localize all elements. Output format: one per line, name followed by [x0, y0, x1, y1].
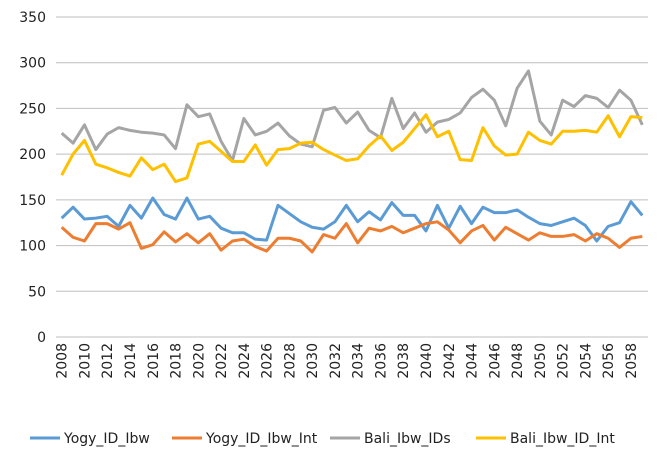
x-tick-label: 2010: [77, 343, 93, 379]
y-tick-label: 50: [28, 284, 46, 300]
x-tick-label: 2058: [624, 343, 640, 379]
x-tick-label: 2014: [123, 343, 139, 379]
x-tick-label: 2054: [578, 343, 594, 379]
x-tick-label: 2052: [556, 343, 572, 379]
x-tick-label: 2016: [146, 343, 162, 379]
x-tick-label: 2034: [351, 343, 367, 379]
legend-label: Bali_Ibw_IDs: [364, 431, 451, 447]
x-tick-label: 2008: [55, 343, 71, 379]
x-tick-label: 2044: [465, 343, 481, 379]
x-tick-label: 2046: [487, 343, 503, 379]
legend-label: Yogy_ID_Ibw_Int: [205, 431, 318, 447]
y-tick-label: 200: [19, 147, 46, 163]
series-line: [60, 69, 644, 163]
x-tick-label: 2036: [373, 343, 389, 379]
x-tick-label: 2048: [510, 343, 526, 379]
x-tick-label: 2038: [396, 343, 412, 379]
x-tick-label: 2042: [442, 343, 458, 379]
series-line: [60, 220, 643, 254]
y-tick-label: 0: [37, 330, 46, 346]
x-tick-label: 2020: [191, 343, 207, 379]
legend-label: Yogy_ID_Ibw: [63, 431, 150, 447]
y-tick-label: 150: [19, 193, 46, 209]
x-tick-label: 2024: [237, 343, 253, 379]
x-tick-label: 2056: [601, 343, 617, 379]
legend-label: Bali_Ibw_ID_Int: [510, 431, 615, 447]
x-tick-label: 2028: [282, 343, 298, 379]
y-tick-label: 100: [19, 239, 46, 255]
x-tick-label: 2030: [305, 343, 321, 379]
y-tick-label: 350: [19, 10, 46, 26]
series-line: [60, 196, 644, 243]
x-tick-label: 2040: [419, 343, 435, 379]
x-tick-label: 2018: [169, 343, 185, 379]
x-tick-label: 2022: [214, 343, 230, 379]
y-tick-label: 250: [19, 101, 46, 117]
x-tick-label: 2012: [100, 343, 116, 379]
x-tick-label: 2032: [328, 343, 344, 379]
series-line: [60, 113, 643, 184]
x-tick-label: 2050: [533, 343, 549, 379]
y-tick-label: 300: [19, 56, 46, 72]
x-tick-label: 2026: [260, 343, 276, 379]
